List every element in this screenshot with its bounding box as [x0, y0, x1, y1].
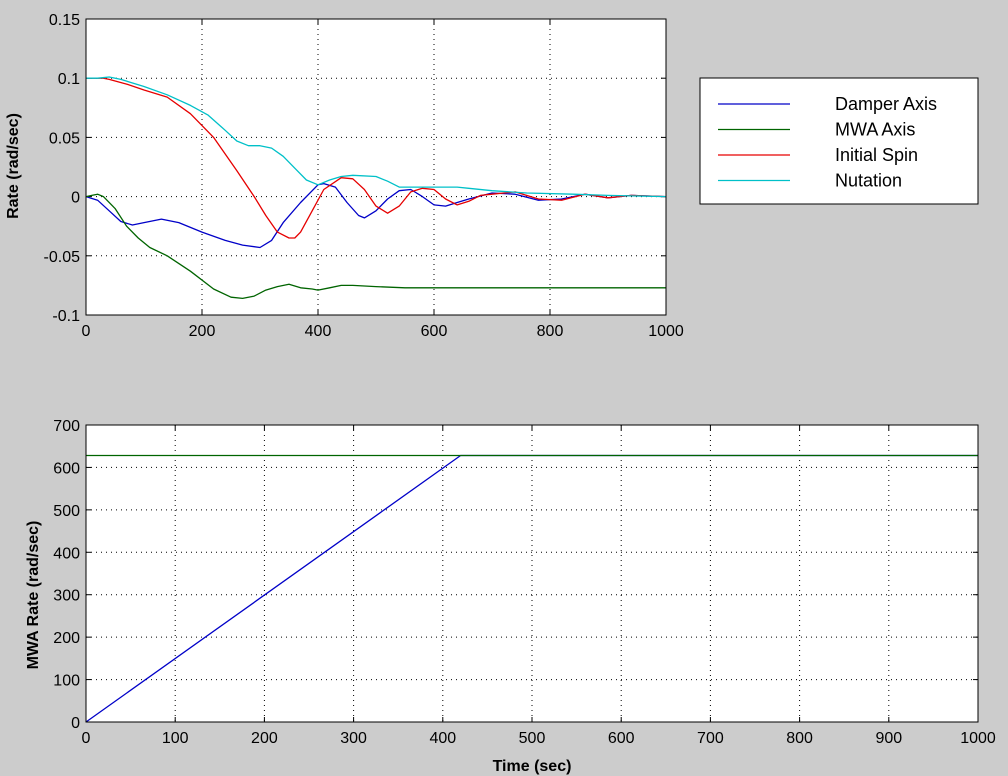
series-line-mwa-axis — [85, 193, 666, 300]
y-tick-label: 400 — [53, 545, 80, 562]
x-tick-label: 200 — [251, 730, 278, 747]
x-tick-label: 400 — [429, 730, 456, 747]
x-tick-label: 200 — [189, 323, 216, 340]
axes-frame — [85, 18, 667, 316]
series-line-damper-axis — [85, 182, 667, 249]
x-tick-label: 0 — [82, 730, 91, 747]
bottom-mwa-rate-chart: 0 100 200 300 400 500 600 700 800 900 1000 0 100 200 3… — [53, 418, 996, 747]
series-line-nutation — [86, 76, 667, 198]
top-ylabel: Rate (rad/sec) — [5, 113, 22, 219]
x-tick-label: 300 — [340, 730, 367, 747]
y-tick-label: 500 — [53, 503, 80, 520]
legend-label: Initial Spin — [835, 145, 918, 165]
bottom-xlabel: Time (sec) — [493, 758, 572, 775]
x-tick-label: 900 — [875, 730, 902, 747]
x-tick-label: 400 — [305, 323, 332, 340]
legend-label: MWA Axis — [835, 120, 915, 140]
x-tick-label: 100 — [162, 730, 189, 747]
y-tick-label: 0 — [71, 190, 80, 207]
y-tick-label: 200 — [53, 630, 80, 647]
y-tick-label: 0.05 — [49, 130, 80, 147]
plot-area — [86, 19, 666, 315]
y-tick-label: 0 — [71, 715, 80, 732]
y-tick-label: 600 — [53, 460, 80, 477]
bottom-ylabel: MWA Rate (rad/sec) — [25, 521, 42, 670]
x-tick-label: 1000 — [648, 323, 684, 340]
y-tick-label: -0.1 — [52, 308, 80, 325]
legend-label: Damper Axis — [835, 94, 937, 114]
plot-area — [86, 425, 978, 722]
top-rate-chart: 0 200 400 600 800 1000 -0.1 -0.05 0 0.05 0.1 0.15 — [44, 12, 684, 340]
legend-box — [699, 77, 979, 205]
top-chart-legend: Damper Axis MWA Axis Initial Spin Nutation — [699, 77, 979, 205]
x-tick-label: 0 — [82, 323, 91, 340]
y-tick-label: 100 — [53, 673, 80, 690]
x-tick-label: 800 — [537, 323, 564, 340]
x-tick-label: 800 — [786, 730, 813, 747]
y-tick-label: 0.15 — [49, 12, 80, 29]
x-tick-label: 700 — [697, 730, 724, 747]
legend-label: Nutation — [835, 171, 902, 191]
x-tick-label: 600 — [421, 323, 448, 340]
y-tick-label: 300 — [53, 588, 80, 605]
y-tick-label: 0.1 — [58, 71, 80, 88]
y-tick-label: 700 — [53, 418, 80, 435]
x-tick-label: 600 — [608, 730, 635, 747]
x-tick-label: 500 — [519, 730, 546, 747]
y-tick-label: -0.05 — [44, 249, 81, 266]
axes-frame — [85, 424, 979, 723]
series-line-initial-spin — [86, 77, 667, 239]
x-tick-label: 1000 — [960, 730, 996, 747]
